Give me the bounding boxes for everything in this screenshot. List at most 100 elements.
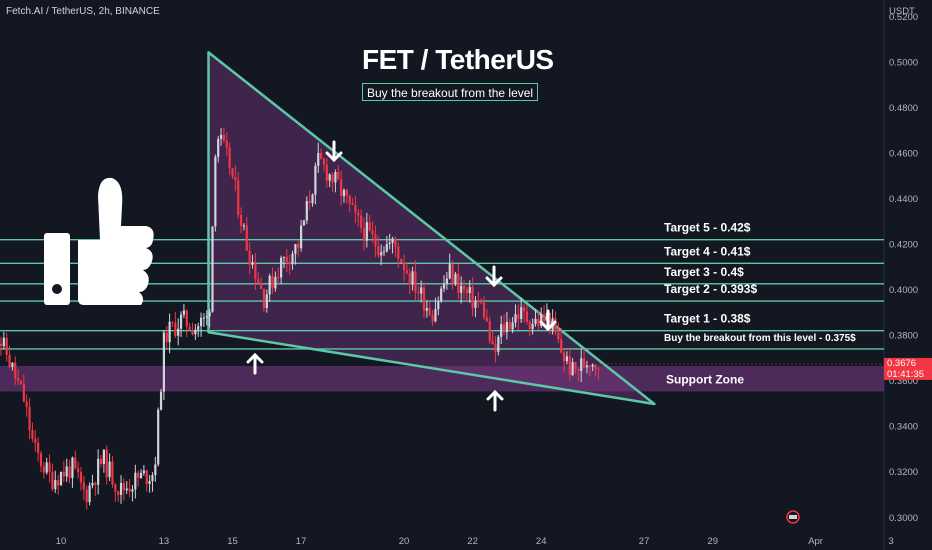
candle-body (194, 329, 197, 335)
candle-body (257, 279, 260, 284)
candle-body (577, 368, 580, 371)
target-label-1: Target 5 - 0.42$ (664, 221, 751, 235)
candle-body (440, 288, 443, 302)
candle-body (51, 471, 54, 490)
candle-body (228, 147, 231, 169)
candle-body (408, 273, 411, 285)
candle-body (302, 220, 306, 226)
candle-body (360, 215, 363, 228)
candle-body (500, 324, 503, 337)
candle-body (331, 174, 334, 183)
arrow-up-1-icon (246, 352, 264, 375)
candle-body (288, 262, 291, 265)
time-tick-9: Apr (808, 536, 823, 547)
candle-body (274, 276, 277, 289)
candle-body (371, 230, 374, 235)
candle-body (114, 484, 117, 492)
candle-body (54, 480, 57, 490)
candle-body (451, 264, 454, 284)
candle-body (471, 286, 474, 308)
candle-body (279, 257, 283, 278)
candle-body (179, 314, 183, 329)
candle-body (425, 307, 428, 311)
candle-body (191, 330, 194, 335)
candle-body (431, 315, 434, 322)
candle-body (342, 189, 346, 197)
price-tick-1: 0.5000 (889, 58, 918, 69)
candle-body (105, 449, 108, 478)
candle-body (211, 226, 214, 312)
candle-body (477, 300, 480, 303)
candle-body (205, 316, 208, 318)
price-tick-5: 0.4200 (889, 240, 918, 251)
price-tick-3: 0.4600 (889, 149, 918, 160)
chart-title: FET / TetherUS (362, 44, 554, 75)
candle-body (8, 354, 11, 368)
candle-body (25, 401, 28, 407)
candle-body (85, 489, 88, 503)
price-tick-11: 0.3000 (889, 513, 918, 524)
candle-body (385, 244, 388, 252)
candle-body (314, 165, 317, 195)
candle-body (362, 227, 366, 241)
candle-body (108, 461, 111, 478)
candle-body (297, 244, 300, 249)
candle-body (125, 488, 128, 491)
candle-body (400, 258, 403, 263)
candle-body (320, 152, 323, 159)
candle-body (568, 356, 571, 375)
candle-body (322, 158, 326, 165)
candle-body (405, 270, 408, 274)
candle-body (122, 482, 125, 491)
candle-body (17, 378, 20, 381)
candle-body (171, 321, 174, 323)
candle-body (11, 362, 14, 368)
time-tick-7: 27 (639, 536, 650, 547)
candle-body (414, 271, 417, 293)
candle-body (597, 369, 600, 371)
candle-body (68, 466, 71, 479)
candle-body (520, 307, 523, 319)
candle-body (134, 472, 137, 490)
candle-body (374, 234, 377, 247)
candle-body (380, 252, 383, 256)
candle-body (99, 458, 103, 465)
time-tick-6: 24 (536, 536, 547, 547)
candle-body (422, 287, 426, 311)
candle-body (540, 314, 543, 326)
candle-body (74, 457, 77, 469)
candle-body (542, 314, 546, 321)
candle-body (442, 284, 446, 289)
candle-body (268, 275, 271, 295)
candle-body (91, 482, 94, 486)
candle-body (588, 365, 591, 367)
candle-body (265, 294, 268, 308)
price-tick-9: 0.3400 (889, 422, 918, 433)
candle-body (37, 442, 40, 454)
candle-body (305, 201, 308, 221)
price-tick-10: 0.3200 (889, 467, 918, 478)
candle-body (34, 438, 37, 443)
candle-body (437, 301, 440, 310)
symbol-label[interactable]: Fetch.AI / TetherUS, 2h, BINANCE (6, 6, 160, 17)
candle-body (585, 365, 589, 368)
arrow-up-2-icon (486, 389, 504, 412)
candle-body (117, 491, 120, 495)
candle-body (480, 302, 483, 304)
candle-body (131, 489, 134, 492)
candle-body (397, 246, 400, 259)
candle-body (554, 318, 557, 333)
candle-body (254, 262, 257, 280)
candle-body (491, 340, 494, 345)
time-tick-10: 3 (888, 536, 893, 547)
price-tick-8: 0.3600 (889, 376, 918, 387)
candle-body (271, 275, 274, 289)
candle-body (282, 256, 286, 258)
candle-body (482, 302, 486, 318)
current-price-box (884, 357, 932, 380)
candle-body (317, 152, 320, 166)
current-price-value: 0.3676 (887, 357, 917, 369)
price-tick-4: 0.4400 (889, 194, 918, 205)
